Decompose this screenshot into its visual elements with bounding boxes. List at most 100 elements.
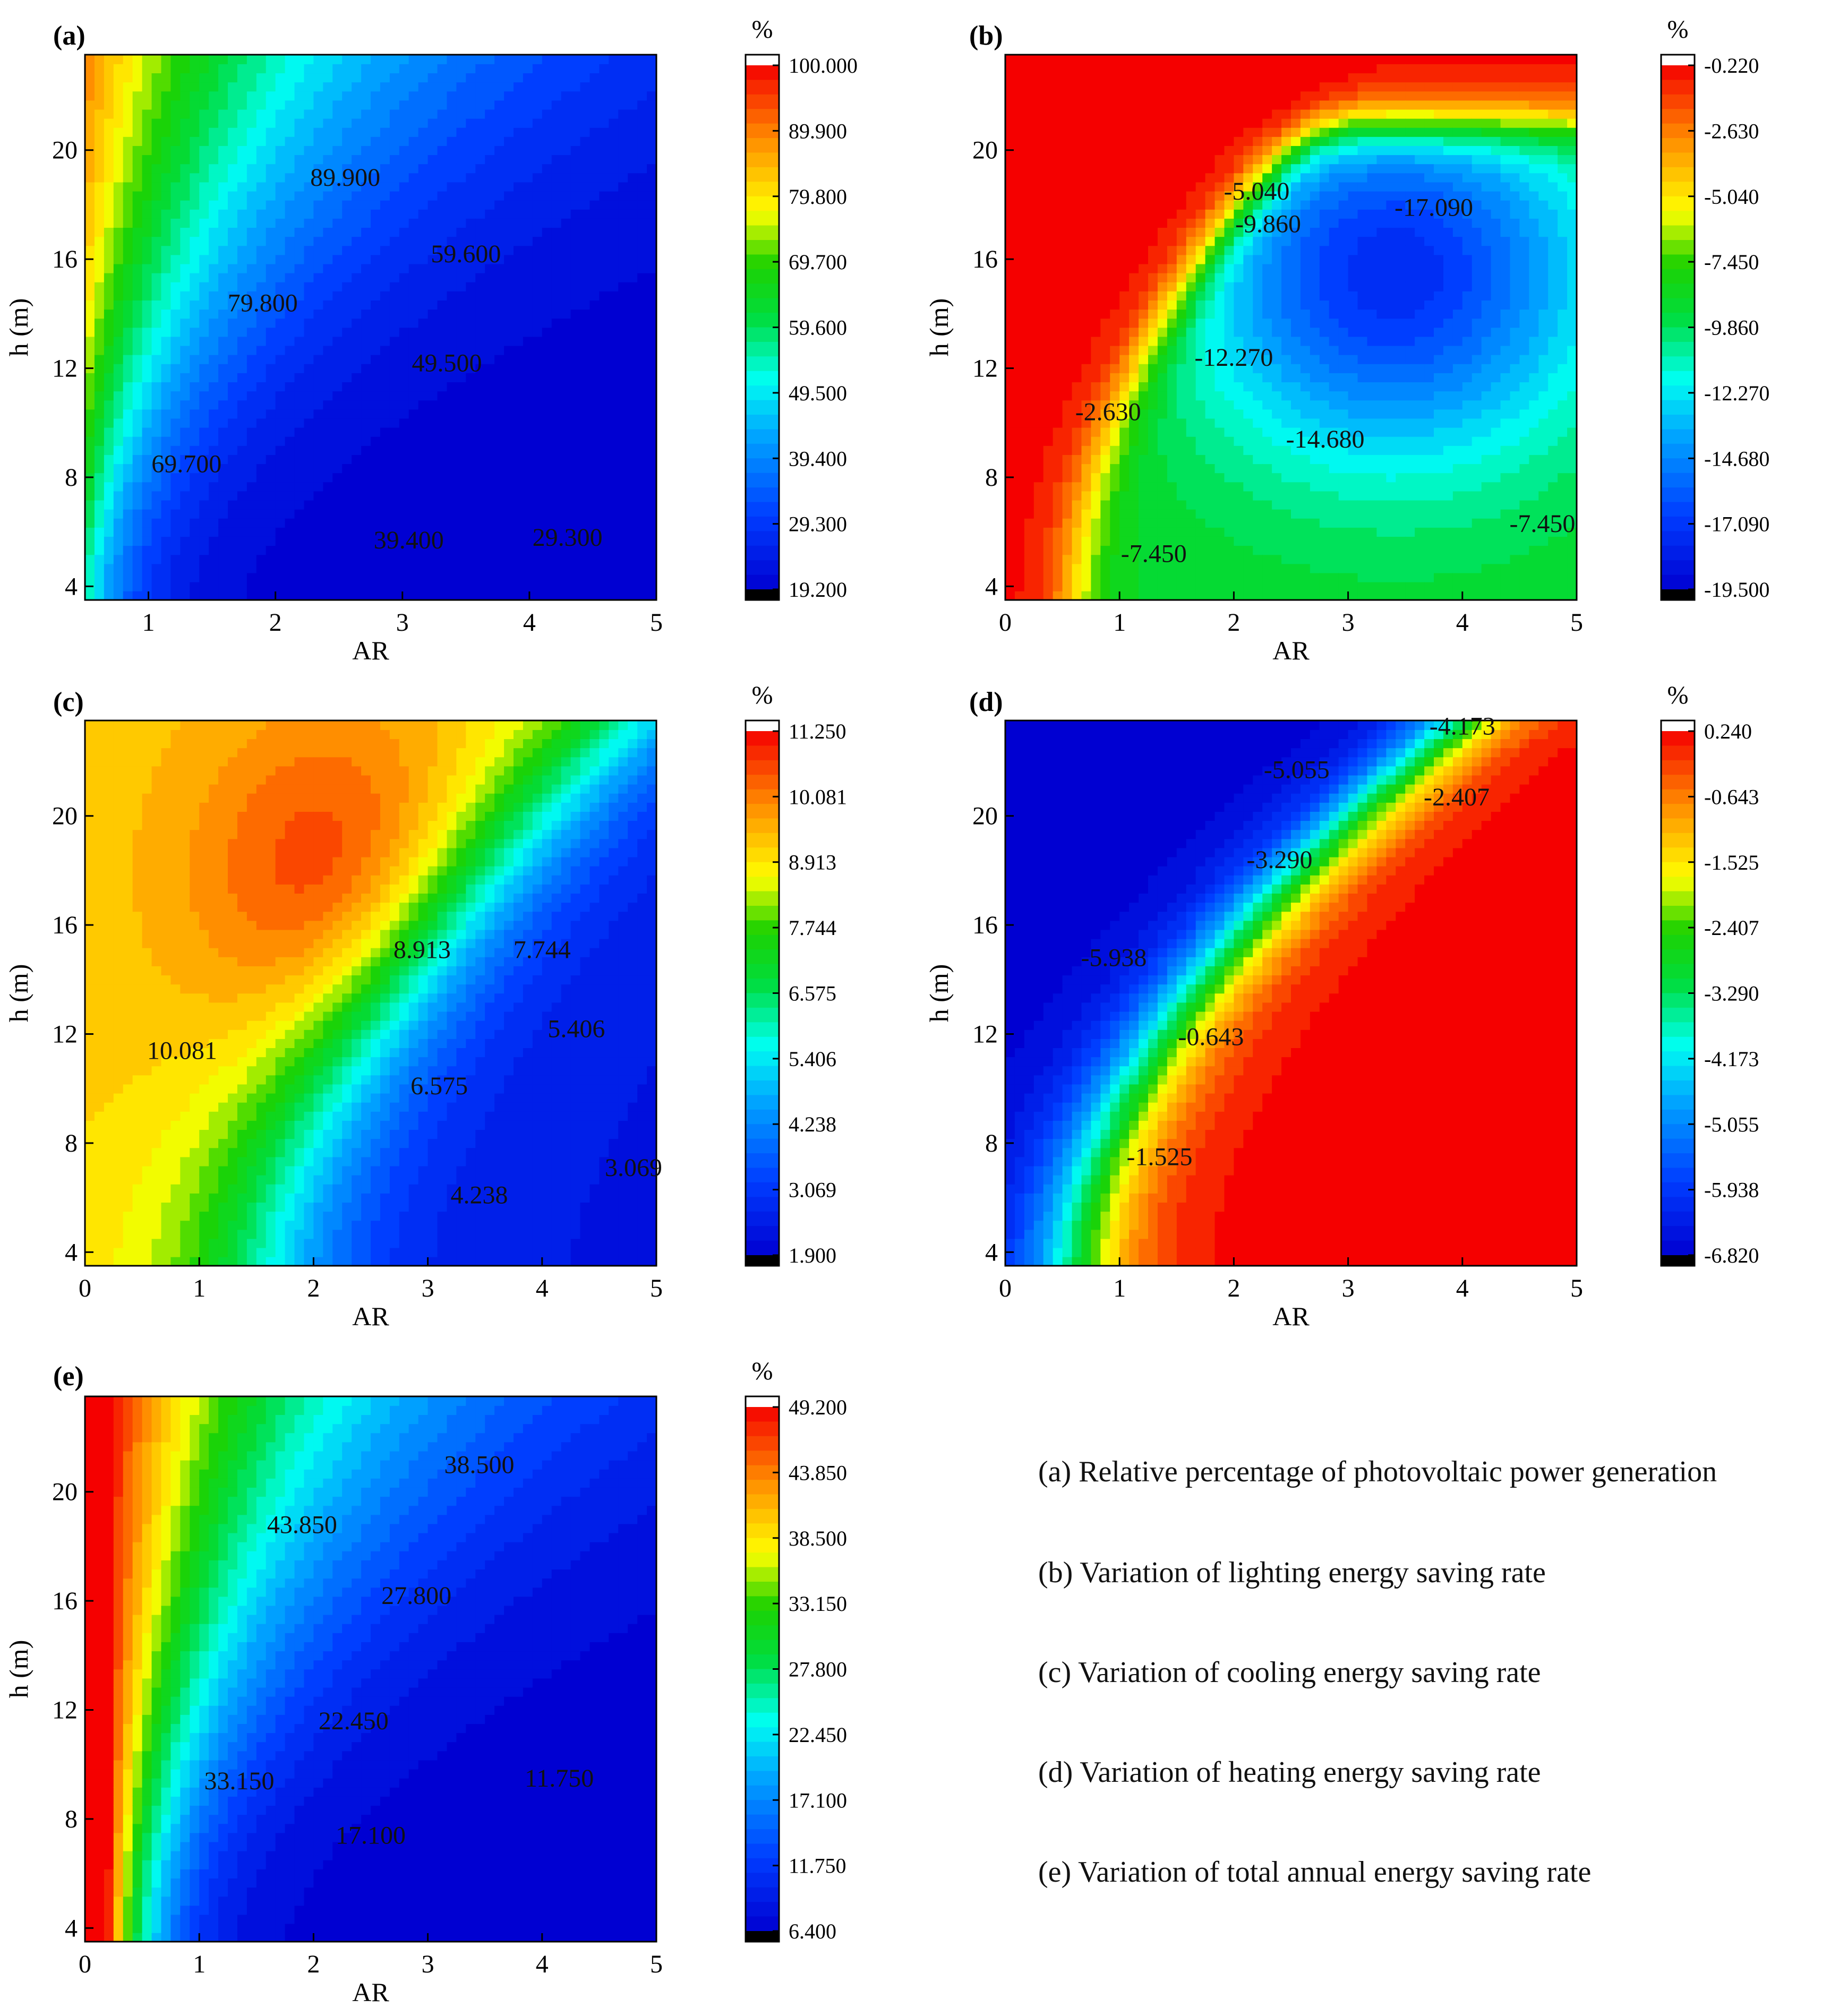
- heatmap-cell: [266, 345, 276, 355]
- heatmap-cell: [447, 382, 457, 392]
- heatmap-cell: [485, 209, 495, 219]
- heatmap-cell: [332, 55, 343, 64]
- heatmap-cell: [475, 209, 485, 219]
- heatmap-cell: [618, 527, 628, 537]
- heatmap-cell: [637, 545, 647, 555]
- heatmap-cell: [589, 482, 600, 492]
- heatmap-cell: [1072, 382, 1082, 392]
- heatmap-cell: [485, 473, 495, 483]
- heatmap-cell: [361, 64, 371, 74]
- heatmap-cell: [218, 73, 228, 83]
- heatmap-cell: [570, 73, 581, 83]
- heatmap-cell: [1081, 518, 1092, 528]
- heatmap-cell: [542, 491, 552, 501]
- heatmap-cell: [504, 473, 514, 483]
- heatmap-cell: [199, 55, 209, 64]
- heatmap-cell: [1053, 454, 1063, 465]
- heatmap-cell: [1014, 91, 1025, 101]
- heatmap-cell: [456, 291, 467, 301]
- heatmap-cell: [1043, 281, 1054, 291]
- heatmap-cell: [1072, 272, 1082, 282]
- heatmap-cell: [170, 581, 181, 591]
- heatmap-cell: [361, 436, 371, 446]
- heatmap-cell: [209, 545, 219, 555]
- heatmap-cell: [285, 590, 295, 600]
- heatmap-cell: [1186, 391, 1196, 401]
- heatmap-cell: [371, 363, 381, 373]
- heatmap-cell: [246, 482, 257, 492]
- heatmap-cell: [427, 327, 438, 337]
- heatmap-cell: [1014, 245, 1025, 255]
- heatmap-cell: [94, 82, 105, 92]
- heatmap-cell: [237, 509, 247, 519]
- heatmap-cell: [475, 155, 485, 165]
- heatmap-cell: [1110, 563, 1120, 573]
- heatmap-cell: [447, 418, 457, 428]
- heatmap-cell: [313, 245, 324, 255]
- heatmap-cell: [1148, 363, 1158, 373]
- heatmap-cell: [199, 327, 209, 337]
- heatmap-cell: [1195, 518, 1206, 528]
- heatmap-cell: [1205, 509, 1216, 519]
- heatmap-cell: [628, 281, 638, 291]
- heatmap-cell: [542, 155, 552, 165]
- heatmap-cell: [504, 164, 514, 174]
- heatmap-cell: [1081, 100, 1092, 110]
- heatmap-cell: [523, 418, 533, 428]
- heatmap-cell: [1091, 109, 1101, 119]
- heatmap-cell: [599, 300, 610, 310]
- heatmap-cell: [647, 581, 657, 591]
- heatmap-cell: [1186, 281, 1196, 291]
- heatmap-cell: [427, 145, 438, 156]
- heatmap-cell: [1195, 118, 1206, 128]
- heatmap-cell: [628, 64, 638, 74]
- heatmap-cell: [1043, 473, 1054, 483]
- heatmap-cell: [218, 500, 228, 510]
- heatmap-cell: [551, 55, 562, 64]
- heatmap-cell: [161, 300, 172, 310]
- heatmap-cell: [180, 127, 191, 137]
- heatmap-cell: [561, 136, 571, 146]
- heatmap-cell: [228, 572, 238, 582]
- heatmap-cell: [123, 164, 133, 174]
- heatmap-cell: [199, 136, 209, 146]
- heatmap-cell: [628, 581, 638, 591]
- heatmap-cell: [1139, 509, 1149, 519]
- heatmap-cell: [285, 509, 295, 519]
- heatmap-cell: [1139, 200, 1149, 210]
- heatmap-cell: [1176, 281, 1187, 291]
- heatmap-cell: [1005, 73, 1015, 83]
- heatmap-cell: [94, 536, 105, 546]
- heatmap-cell: [94, 545, 105, 555]
- heatmap-cell: [1024, 309, 1034, 319]
- heatmap-cell: [170, 427, 181, 437]
- heatmap-cell: [561, 336, 571, 346]
- heatmap-cell: [218, 382, 228, 392]
- heatmap-cell: [399, 445, 409, 455]
- heatmap-cell: [418, 363, 429, 373]
- heatmap-cell: [1186, 400, 1196, 410]
- heatmap-cell: [580, 572, 591, 582]
- heatmap-cell: [1100, 445, 1111, 455]
- heatmap-cell: [371, 327, 381, 337]
- heatmap-cell: [408, 91, 419, 101]
- heatmap-cell: [1043, 373, 1054, 382]
- heatmap-cell: [599, 554, 610, 564]
- heatmap-cell: [170, 554, 181, 564]
- heatmap-cell: [94, 227, 105, 237]
- heatmap-cell: [580, 464, 591, 474]
- heatmap-cell: [190, 272, 200, 282]
- heatmap-cell: [104, 445, 114, 455]
- heatmap-cell: [94, 400, 105, 410]
- heatmap-cell: [361, 554, 371, 564]
- heatmap-cell: [504, 218, 514, 228]
- heatmap-cell: [209, 127, 219, 137]
- heatmap-cell: [1148, 509, 1158, 519]
- heatmap-cell: [599, 391, 610, 401]
- heatmap-cell: [1091, 445, 1101, 455]
- heatmap-cell: [104, 136, 114, 146]
- heatmap-cell: [113, 272, 124, 282]
- heatmap-cell: [1205, 191, 1216, 201]
- heatmap-cell: [437, 563, 448, 573]
- heatmap-cell: [1186, 482, 1196, 492]
